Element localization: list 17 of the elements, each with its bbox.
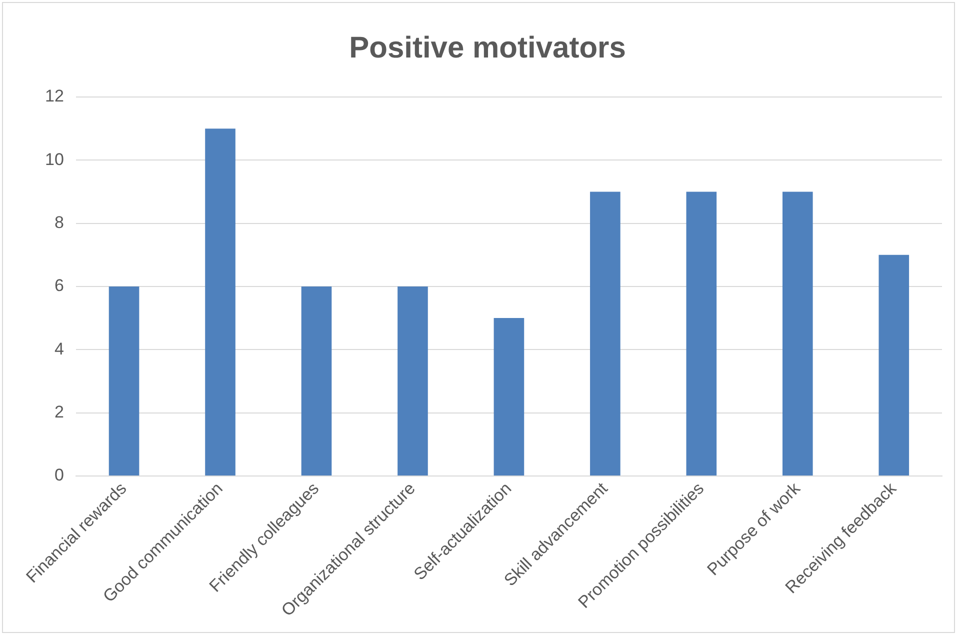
bar — [301, 286, 332, 476]
bar — [782, 192, 813, 476]
y-tick-label: 0 — [54, 466, 64, 485]
y-tick-label: 8 — [54, 213, 64, 232]
y-tick-label: 2 — [54, 402, 64, 422]
bar — [686, 192, 717, 476]
bar — [398, 286, 428, 476]
bar — [590, 192, 620, 476]
y-tick-label: 6 — [54, 276, 64, 296]
y-tick-label: 4 — [54, 339, 64, 358]
bar — [878, 254, 910, 476]
bar — [205, 128, 236, 476]
chart-title: Positive motivators — [349, 31, 626, 64]
y-tick-label: 12 — [44, 86, 64, 106]
bar — [494, 318, 524, 476]
y-tick-label: 10 — [44, 150, 64, 169]
bar — [108, 286, 140, 476]
